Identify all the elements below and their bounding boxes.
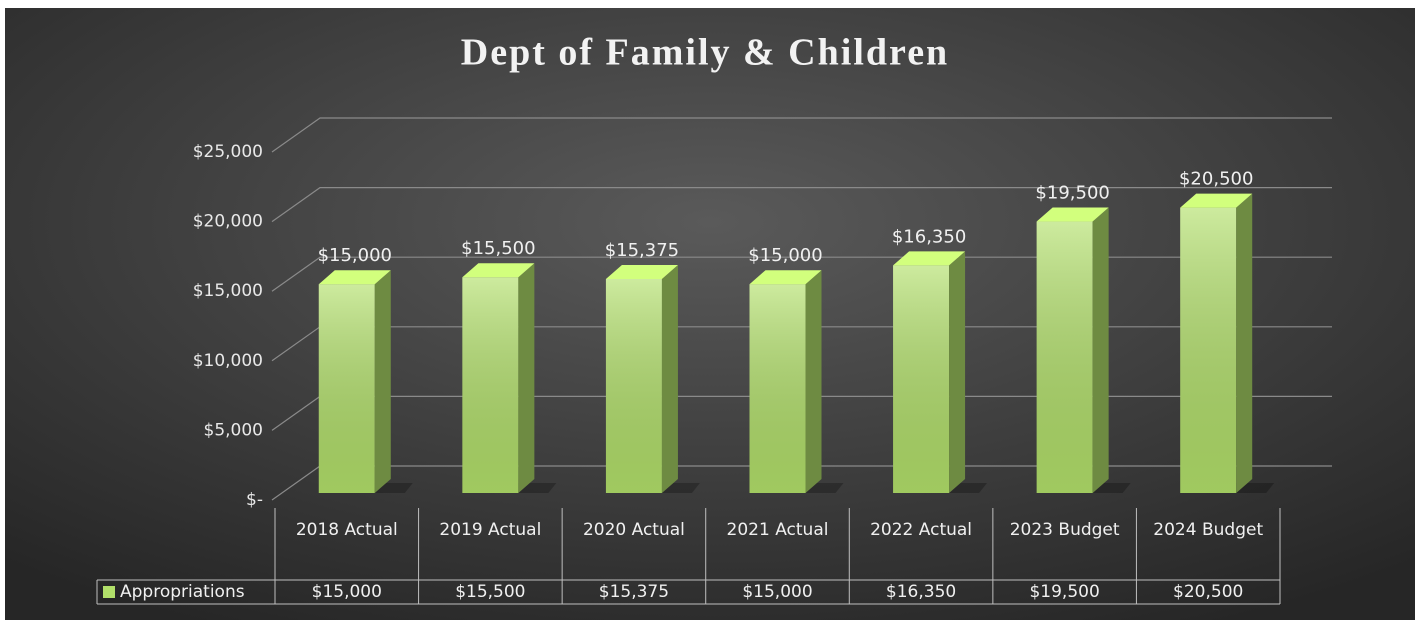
x-tick-label: 2021 Actual [727, 520, 829, 540]
value-label: $20,500 [1179, 169, 1253, 190]
bar-top [462, 263, 535, 278]
y-tick-label: $5,000 [204, 420, 263, 440]
grid-line [271, 256, 1332, 292]
table-value: $19,500 [1029, 582, 1099, 602]
chart-background [5, 8, 1415, 620]
y-tick-label: $25,000 [193, 142, 263, 162]
bar [1036, 207, 1131, 493]
bar-front-shade [318, 284, 375, 493]
chart-title: Dept of Family & Children [461, 32, 949, 74]
grid-line [271, 187, 1332, 223]
bar-top [605, 264, 678, 279]
x-tick-label: 2019 Actual [439, 520, 541, 540]
table-value: $15,500 [455, 582, 525, 602]
bar-front-shade [1180, 207, 1237, 493]
value-label: $16,350 [892, 226, 966, 247]
bar-front-shade [749, 284, 806, 493]
bar-side [949, 251, 966, 493]
x-tick-label: 2020 Actual [583, 520, 685, 540]
value-label: $15,000 [748, 245, 822, 266]
table-value: $16,350 [886, 582, 956, 602]
value-label: $15,500 [461, 238, 535, 259]
y-tick-label: $10,000 [193, 351, 263, 371]
x-tick-label: 2022 Actual [870, 520, 972, 540]
data-table: Appropriations 2018 Actual $15,000 2019 Act… [96, 508, 1281, 605]
table-value: $15,375 [599, 582, 669, 602]
bar-front-shade [462, 277, 519, 493]
bar [462, 263, 557, 493]
bar [1180, 193, 1275, 493]
x-tick-label: 2024 Budget [1153, 520, 1263, 540]
bar-side [1236, 193, 1253, 493]
bar-top [318, 270, 391, 285]
y-tick-label: $20,000 [193, 212, 263, 232]
bar [893, 251, 988, 493]
bar-side [805, 270, 822, 493]
bar [605, 264, 700, 493]
bar-top [893, 251, 966, 266]
bar-top [749, 270, 822, 285]
table-value: $15,000 [742, 582, 812, 602]
bar-side [661, 264, 678, 493]
x-tick-label: 2023 Budget [1010, 520, 1120, 540]
bar-side [1092, 207, 1109, 493]
table-value: $15,000 [312, 582, 382, 602]
grid-line [271, 117, 1332, 153]
legend-label: Appropriations [120, 582, 245, 602]
bar-front-shade [605, 278, 662, 493]
value-label: $15,375 [605, 240, 679, 261]
bar-front-shade [1036, 221, 1093, 493]
bar-top [1180, 193, 1253, 208]
value-label: $15,000 [318, 245, 392, 266]
y-tick-label: $15,000 [193, 281, 263, 301]
y-tick-label: $- [246, 490, 263, 510]
bar-front-shade [893, 265, 950, 493]
bar [318, 270, 413, 493]
value-label: $19,500 [1035, 183, 1109, 204]
table-value: $20,500 [1173, 582, 1243, 602]
bar-side [518, 263, 535, 493]
legend-key [103, 586, 115, 598]
bar-top [1036, 207, 1109, 222]
bar-side [374, 270, 391, 493]
bar [749, 270, 844, 493]
x-tick-label: 2018 Actual [296, 520, 398, 540]
bars: $15,000 $15,500 $15,375 $15,000 $16,350 $19,5… [318, 169, 1275, 493]
